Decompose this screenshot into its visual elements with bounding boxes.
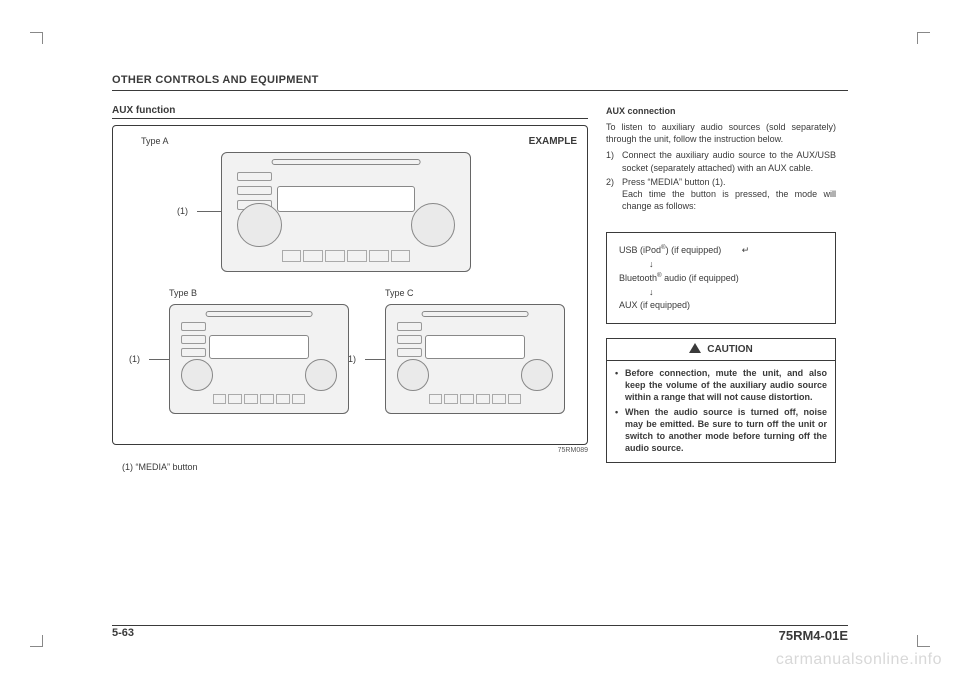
- radio-illustration-c: [385, 304, 565, 414]
- left-column: AUX function EXAMPLE Type A Type B Type …: [112, 105, 588, 472]
- mode-line-2: Bluetooth® audio (if equipped): [619, 271, 823, 286]
- mode-cycle-box: USB (iPod®) (if equipped) ↵ ↓ Bluetooth®…: [606, 232, 836, 324]
- step-number: 1): [606, 149, 622, 173]
- intro-text: To listen to auxiliary audio sources (so…: [606, 121, 836, 145]
- caution-item: •Before connection, mute the unit, and a…: [615, 367, 827, 403]
- callout-1-a: (1): [177, 206, 188, 216]
- figure-frame: EXAMPLE Type A Type B Type C (1) (1) (1): [112, 125, 588, 445]
- steps-list: 1) Connect the auxiliary audio source to…: [606, 149, 836, 212]
- crop-mark: [30, 20, 54, 44]
- caution-body: •Before connection, mute the unit, and a…: [607, 361, 835, 462]
- aux-function-heading: AUX function: [112, 105, 588, 119]
- warning-triangle-icon: [689, 343, 701, 353]
- page-content: OTHER CONTROLS AND EQUIPMENT AUX functio…: [112, 74, 848, 604]
- radio-illustration-a: [221, 152, 471, 272]
- caution-item: •When the audio source is turned off, no…: [615, 406, 827, 455]
- step-2-line-2: Each time the button is pressed, the mod…: [622, 189, 836, 211]
- crop-mark: [906, 20, 930, 44]
- columns: AUX function EXAMPLE Type A Type B Type …: [112, 105, 848, 472]
- step-text: Press “MEDIA” button (1). Each time the …: [622, 176, 836, 212]
- crop-mark: [30, 635, 54, 659]
- down-arrow-icon: ↓: [649, 258, 823, 272]
- type-c-label: Type C: [385, 288, 414, 298]
- document-code: 75RM4-01E: [112, 625, 848, 643]
- aux-connection-heading: AUX connection: [606, 105, 836, 117]
- return-arrow-icon: ↵: [742, 244, 750, 258]
- step-text: Connect the auxiliary audio source to th…: [622, 149, 836, 173]
- page-footer: 5-63 75RM4-01E: [112, 609, 848, 639]
- figure-caption: (1) “MEDIA” button: [122, 462, 588, 472]
- step-2-line-1: Press “MEDIA” button (1).: [622, 177, 726, 187]
- figure-code: 75RM089: [112, 447, 588, 454]
- step-2: 2) Press “MEDIA” button (1). Each time t…: [606, 176, 836, 212]
- page-header: OTHER CONTROLS AND EQUIPMENT: [112, 74, 848, 91]
- radio-illustration-b: [169, 304, 349, 414]
- step-number: 2): [606, 176, 622, 212]
- callout-1-b: (1): [129, 354, 140, 364]
- step-1: 1) Connect the auxiliary audio source to…: [606, 149, 836, 173]
- watermark: carmanualsonline.info: [776, 651, 942, 669]
- mode-line-3: AUX (if equipped): [619, 299, 823, 313]
- mode-line-1: USB (iPod®) (if equipped) ↵: [619, 243, 823, 258]
- type-a-label: Type A: [141, 136, 169, 146]
- caution-title: CAUTION: [607, 339, 835, 362]
- example-label: EXAMPLE: [529, 136, 577, 147]
- caution-box: CAUTION •Before connection, mute the uni…: [606, 338, 836, 463]
- type-b-label: Type B: [169, 288, 197, 298]
- down-arrow-icon: ↓: [649, 286, 823, 300]
- right-column: AUX connection To listen to auxiliary au…: [606, 105, 836, 472]
